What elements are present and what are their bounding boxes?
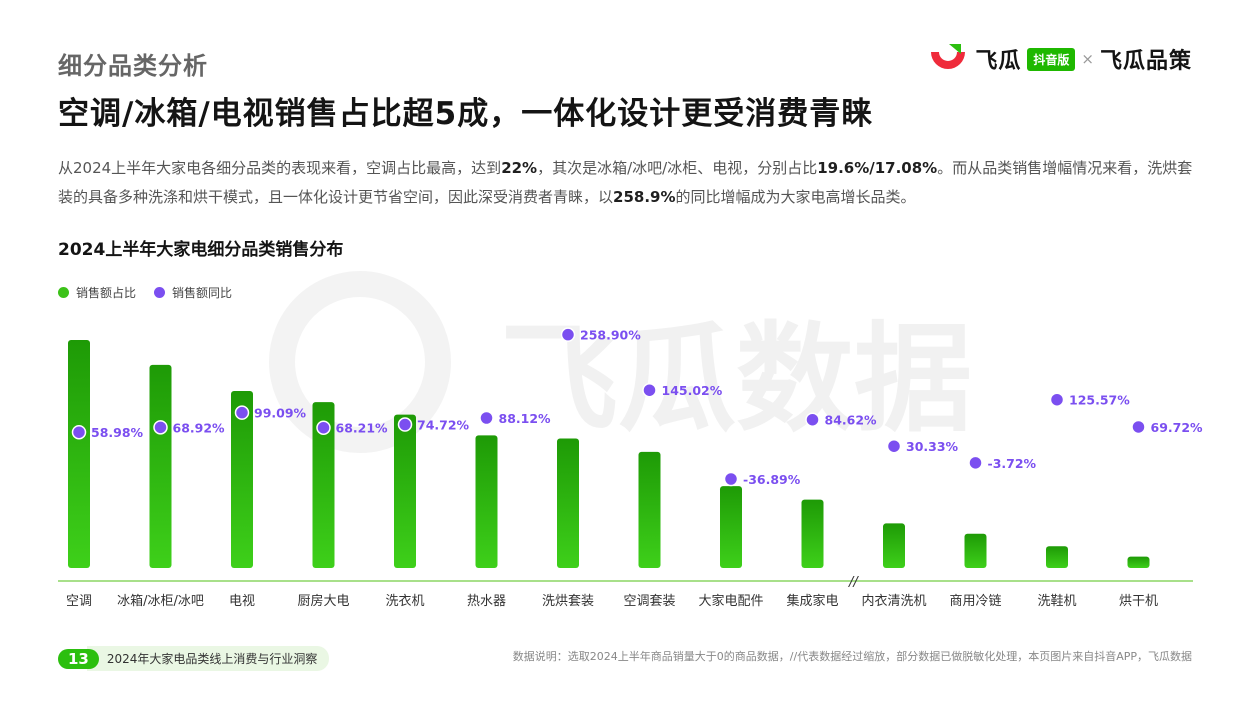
logo-badge: 抖音版 — [1027, 47, 1076, 71]
logo-separator: × — [1081, 50, 1094, 68]
bar-share — [68, 340, 90, 568]
x-tick-label: 热水器 — [467, 594, 506, 609]
bar-share — [312, 402, 335, 568]
x-tick-label: 冰箱/冰柜/冰吧 — [117, 593, 204, 609]
footer-page: 13 2024年大家电品类线上消费与行业洞察 — [58, 646, 330, 671]
point-yoy — [560, 327, 576, 342]
desc-highlight: 19.6%/17.08% — [817, 159, 938, 177]
desc-text: ，其次是冰箱/冰吧/冰柜、电视，分别占比 — [537, 159, 818, 177]
page-headline: 空调/冰箱/电视销售占比超5成，一体化设计更受消费青睐 — [58, 96, 874, 132]
desc-text: 的同比增幅成为大家电高增长品类。 — [675, 188, 916, 206]
x-tick-label: 空调套装 — [623, 593, 675, 609]
point-yoy — [723, 471, 739, 487]
feigua-logo-icon — [931, 44, 966, 69]
data-footnote: 数据说明：选取2024上半年商品销量大于0的商品数据，//代表数据经过缩放，部分… — [512, 650, 1192, 663]
legend-dot-icon — [154, 287, 166, 298]
data-label-yoy: 145.02% — [662, 383, 723, 398]
x-tick-label: 内衣清洗机 — [861, 593, 926, 609]
data-label-yoy: 99.09% — [254, 406, 307, 421]
bar-share — [394, 414, 416, 568]
data-label-yoy: 58.98% — [91, 425, 144, 440]
desc-text: 从2024上半年大家电各细分品类的表现来看，空调占比最高，达到 — [58, 159, 502, 177]
section-title: 细分品类分析 — [58, 52, 208, 80]
x-tick-label: 洗烘套装 — [542, 593, 594, 609]
x-tick-label: 商用冷链 — [949, 594, 1001, 609]
x-tick-label: 集成家电 — [786, 593, 838, 609]
legend-item-share: 销售额占比 — [58, 284, 136, 301]
data-label-yoy: 74.72% — [417, 418, 470, 433]
data-label-yoy: 68.21% — [336, 421, 389, 436]
bar-share — [1046, 546, 1068, 568]
bar-share — [720, 486, 742, 568]
logo: 飞瓜 抖音版 × 飞瓜品策 — [927, 42, 1192, 76]
axis-break-mark: // — [848, 575, 859, 590]
point-yoy — [71, 424, 87, 440]
x-tick-label: 厨房大电 — [297, 593, 349, 609]
point-yoy — [234, 405, 250, 420]
bar-share — [801, 499, 824, 568]
desc-highlight: 258.9% — [613, 188, 676, 206]
desc-text: 。而从品类销售增幅情况来看，洗烘套装的具备多种洗涤和烘干模式，且一体化设计更节省… — [58, 159, 1193, 206]
x-tick-label: 大家电配件 — [698, 593, 763, 609]
x-tick-label: 空调 — [66, 594, 92, 609]
data-label-yoy: 30.33% — [906, 439, 959, 454]
page-number: 13 — [58, 648, 99, 669]
point-yoy — [886, 438, 902, 454]
point-yoy — [397, 417, 413, 432]
data-label-yoy: 69.72% — [1151, 420, 1204, 435]
watermark-text: 飞瓜数据 — [500, 310, 972, 448]
report-title: 2024年大家电品类线上消费与行业洞察 — [86, 646, 330, 671]
x-tick-label: 电视 — [229, 594, 255, 609]
x-tick-label: 烘干机 — [1119, 594, 1158, 609]
point-yoy — [642, 382, 657, 398]
legend-label: 销售额占比 — [76, 286, 137, 300]
point-yoy — [1131, 419, 1146, 435]
chart-legend: 销售额占比 销售额同比 — [58, 284, 232, 301]
x-tick-label: 洗鞋机 — [1037, 593, 1076, 609]
logo-text-feigua: 飞瓜 — [975, 49, 1022, 74]
bar-share — [964, 533, 987, 568]
point-yoy — [968, 455, 983, 471]
bar-share — [231, 390, 253, 568]
bar-share — [557, 438, 579, 568]
watermark-logo-icon — [269, 271, 451, 453]
legend-label: 销售额同比 — [172, 286, 233, 300]
legend-item-yoy: 销售额同比 — [154, 284, 232, 301]
bar-share — [475, 435, 498, 568]
point-yoy — [1049, 392, 1065, 407]
description: 从2024上半年大家电各细分品类的表现来看，空调占比最高，达到22%，其次是冰箱… — [58, 154, 1198, 212]
bar-share — [1127, 556, 1150, 568]
bar-share — [638, 451, 661, 568]
data-label-yoy: -3.72% — [988, 456, 1037, 471]
point-yoy — [153, 420, 168, 435]
chart-title: 2024上半年大家电细分品类销售分布 — [58, 240, 344, 260]
data-label-yoy: 84.62% — [825, 413, 878, 428]
data-label-yoy: 88.12% — [499, 411, 552, 426]
point-yoy — [805, 412, 820, 427]
point-yoy — [316, 420, 331, 435]
bar-share — [149, 364, 172, 568]
logo-text-pince: 飞瓜品策 — [1099, 49, 1192, 74]
data-label-yoy: 258.90% — [580, 328, 641, 343]
data-label-yoy: -36.89% — [743, 472, 801, 487]
legend-dot-icon — [58, 287, 69, 298]
x-tick-label: 洗衣机 — [385, 593, 424, 609]
desc-highlight: 22% — [501, 159, 538, 177]
point-yoy — [479, 410, 494, 426]
bar-share — [883, 523, 905, 568]
data-label-yoy: 125.57% — [1069, 393, 1130, 408]
data-label-yoy: 68.92% — [173, 420, 226, 435]
